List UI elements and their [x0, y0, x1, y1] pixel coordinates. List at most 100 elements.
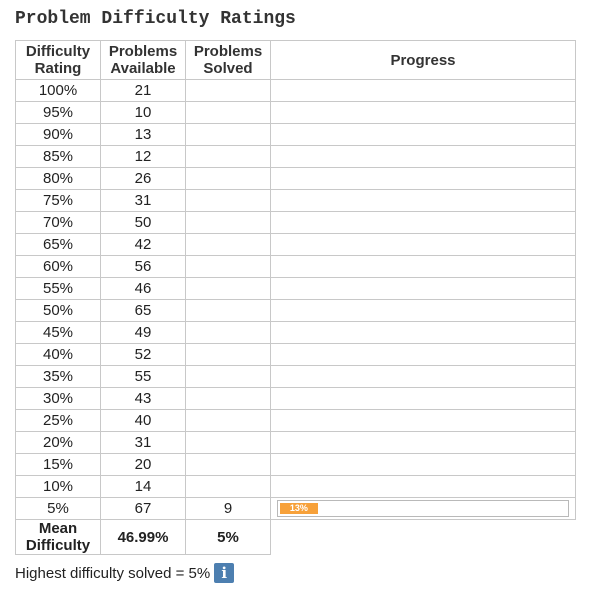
solved-cell: [185, 123, 271, 146]
progress-cell: [270, 387, 576, 410]
progress-cell: [270, 145, 576, 168]
progress-cell: [270, 167, 576, 190]
available-cell: 67: [100, 497, 186, 520]
progress-cell: [270, 233, 576, 256]
solved-cell: [185, 211, 271, 234]
solved-cell: [185, 101, 271, 124]
progress-cell: [270, 343, 576, 366]
rating-cell: 90%: [15, 123, 101, 146]
mean-difficulty-row: Mean Difficulty 46.99% 5%: [15, 519, 576, 555]
info-icon[interactable]: i: [214, 563, 235, 583]
table-row: 20% 31: [15, 431, 576, 454]
rating-cell: 40%: [15, 343, 101, 366]
table-row: 40% 52: [15, 343, 576, 366]
rating-cell: 5%: [15, 497, 101, 520]
progress-bar-fill: 13%: [280, 503, 318, 514]
solved-cell: 9: [185, 497, 271, 520]
solved-cell: [185, 255, 271, 278]
table-row: 50% 65: [15, 299, 576, 322]
table-row: 65% 42: [15, 233, 576, 256]
progress-cell: [270, 365, 576, 388]
solved-cell: [185, 343, 271, 366]
progress-cell: [270, 101, 576, 124]
available-cell: 40: [100, 409, 186, 432]
available-cell: 10: [100, 101, 186, 124]
progress-cell: [270, 409, 576, 432]
rating-cell: 85%: [15, 145, 101, 168]
available-cell: 31: [100, 189, 186, 212]
table-row: 90% 13: [15, 123, 576, 146]
progress-cell: [270, 321, 576, 344]
rating-cell: 25%: [15, 409, 101, 432]
rating-cell: 70%: [15, 211, 101, 234]
table-row: 80% 26: [15, 167, 576, 190]
rating-cell: 35%: [15, 365, 101, 388]
rating-cell: 55%: [15, 277, 101, 300]
rating-cell: 10%: [15, 475, 101, 498]
rating-cell: 60%: [15, 255, 101, 278]
solved-cell: [185, 167, 271, 190]
header-progress: Progress: [270, 40, 576, 80]
rating-cell: 80%: [15, 167, 101, 190]
table-row: 55% 46: [15, 277, 576, 300]
rating-cell: 50%: [15, 299, 101, 322]
header-problems-solved: Problems Solved: [185, 40, 271, 80]
available-cell: 65: [100, 299, 186, 322]
table-row: 10% 14: [15, 475, 576, 498]
available-cell: 26: [100, 167, 186, 190]
available-cell: 46: [100, 277, 186, 300]
available-cell: 50: [100, 211, 186, 234]
solved-cell: [185, 321, 271, 344]
highest-difficulty-summary: Highest difficulty solved = 5% i: [15, 563, 235, 583]
table-row: 60% 56: [15, 255, 576, 278]
table-row: 25% 40: [15, 409, 576, 432]
mean-difficulty-label: Mean Difficulty: [15, 519, 101, 555]
progress-cell: [270, 189, 576, 212]
rating-cell: 65%: [15, 233, 101, 256]
table-row: 85% 12: [15, 145, 576, 168]
available-cell: 49: [100, 321, 186, 344]
table-row: 70% 50: [15, 211, 576, 234]
available-cell: 12: [100, 145, 186, 168]
available-cell: 21: [100, 79, 186, 102]
rating-cell: 75%: [15, 189, 101, 212]
rating-cell: 20%: [15, 431, 101, 454]
rating-cell: 95%: [15, 101, 101, 124]
page-title: Problem Difficulty Ratings: [15, 9, 296, 29]
available-cell: 52: [100, 343, 186, 366]
header-difficulty-rating: Difficulty Rating: [15, 40, 101, 80]
solved-cell: [185, 365, 271, 388]
difficulty-table: Difficulty Rating Problems Available Pro…: [15, 40, 576, 555]
progress-cell: [270, 211, 576, 234]
solved-cell: [185, 475, 271, 498]
mean-solved-value: 5%: [185, 519, 271, 555]
table-row: 100% 21: [15, 79, 576, 102]
solved-cell: [185, 453, 271, 476]
rating-cell: 45%: [15, 321, 101, 344]
available-cell: 56: [100, 255, 186, 278]
available-cell: 42: [100, 233, 186, 256]
table-header-row: Difficulty Rating Problems Available Pro…: [15, 40, 576, 80]
progress-cell: [270, 79, 576, 102]
table-row: 30% 43: [15, 387, 576, 410]
progress-cell: [270, 299, 576, 322]
rating-cell: 100%: [15, 79, 101, 102]
solved-cell: [185, 277, 271, 300]
header-problems-available: Problems Available: [100, 40, 186, 80]
progress-cell: [270, 123, 576, 146]
progress-cell: [270, 431, 576, 454]
available-cell: 13: [100, 123, 186, 146]
rating-cell: 15%: [15, 453, 101, 476]
solved-cell: [185, 431, 271, 454]
solved-cell: [185, 233, 271, 256]
progress-cell: [270, 453, 576, 476]
available-cell: 20: [100, 453, 186, 476]
solved-cell: [185, 299, 271, 322]
solved-cell: [185, 79, 271, 102]
table-row: 95% 10: [15, 101, 576, 124]
progress-cell: 13%: [270, 497, 576, 520]
available-cell: 14: [100, 475, 186, 498]
available-cell: 31: [100, 431, 186, 454]
rating-cell: 30%: [15, 387, 101, 410]
table-row: 5% 67 9 13%: [15, 497, 576, 520]
